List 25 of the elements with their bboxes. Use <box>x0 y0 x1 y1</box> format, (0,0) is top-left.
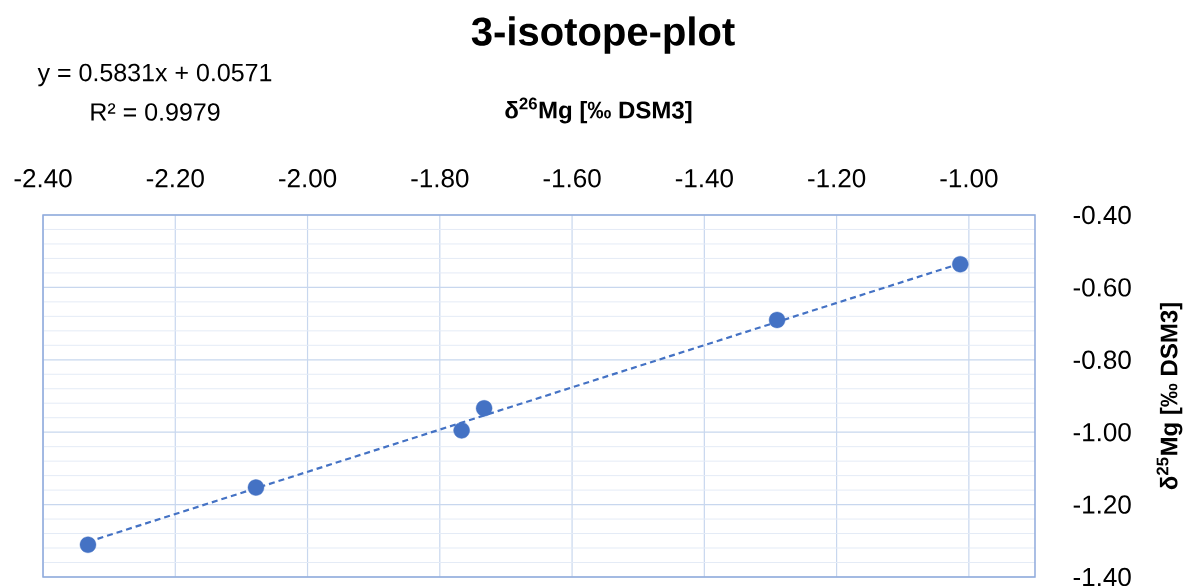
x-tick-label: -2.00 <box>279 169 337 188</box>
y-tick-label: -1.20 <box>1073 495 1131 514</box>
x-tick-label: -1.00 <box>940 169 998 188</box>
y-tick-label: -0.60 <box>1073 278 1131 297</box>
point <box>453 422 470 439</box>
x-tick-label: -2.40 <box>14 169 72 188</box>
point <box>952 256 969 273</box>
y-tick-label: -0.80 <box>1073 350 1131 369</box>
x-tick-label: -1.40 <box>675 169 733 188</box>
x-tick-label: -1.80 <box>411 169 469 188</box>
point <box>79 536 97 553</box>
y-axis-title: δ$^{25}$Mg [‰ DSM3] <box>1156 303 1183 490</box>
text: y = 0.5831x + 0.0571 <box>37 63 272 87</box>
x-axis-title: δ$^{26}$Mg [‰ DSM3] <box>505 97 692 124</box>
point <box>475 400 493 417</box>
y-tick-label: -0.40 <box>1073 205 1131 225</box>
x-tick-label: -2.20 <box>146 169 204 188</box>
x-tick-label: -1.20 <box>808 169 866 188</box>
y-tick-label: -1.00 <box>1073 422 1131 442</box>
chart-title: 3-isotope-plot <box>471 16 735 54</box>
y-tick-label: -1.40 <box>1073 567 1131 586</box>
text: R² = 0.9979 <box>91 103 220 121</box>
point <box>247 479 265 496</box>
x-tick-label: -1.60 <box>543 169 601 188</box>
point <box>768 311 786 329</box>
